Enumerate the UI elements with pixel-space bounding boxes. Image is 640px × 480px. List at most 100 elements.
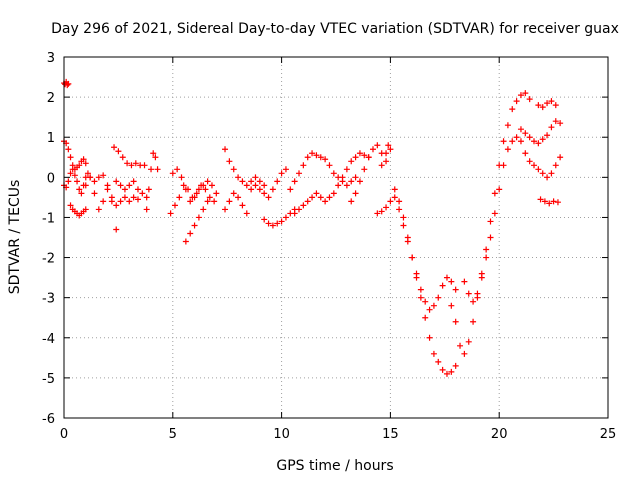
data-point xyxy=(206,194,213,201)
data-point xyxy=(461,278,468,285)
data-point xyxy=(145,186,152,193)
data-point xyxy=(300,162,307,169)
data-point xyxy=(174,166,181,173)
data-point xyxy=(352,154,359,161)
data-point xyxy=(69,166,76,173)
data-point xyxy=(76,162,83,169)
data-point xyxy=(119,154,126,161)
data-point xyxy=(417,294,424,301)
data-point xyxy=(439,366,446,373)
data-point xyxy=(296,206,303,213)
data-point xyxy=(111,144,118,151)
data-point xyxy=(409,254,416,261)
data-point xyxy=(474,290,481,297)
data-point xyxy=(483,254,490,261)
data-point xyxy=(348,178,355,185)
data-point xyxy=(400,222,407,229)
data-point xyxy=(348,198,355,205)
data-point xyxy=(243,210,250,217)
data-point xyxy=(87,174,94,181)
data-point xyxy=(148,166,155,173)
data-point xyxy=(544,100,551,107)
data-point xyxy=(546,200,553,207)
data-point xyxy=(248,178,255,185)
data-point xyxy=(143,206,150,213)
x-tick-label: 0 xyxy=(60,427,68,442)
data-point xyxy=(539,170,546,177)
data-point xyxy=(282,214,289,221)
data-point xyxy=(171,202,178,209)
data-point xyxy=(396,206,403,213)
data-point xyxy=(139,190,146,197)
data-point xyxy=(67,170,74,177)
data-point xyxy=(317,194,324,201)
data-point xyxy=(539,136,546,143)
y-tick-label: -6 xyxy=(42,412,55,427)
data-point xyxy=(487,234,494,241)
data-point xyxy=(67,202,74,209)
data-point xyxy=(531,162,538,169)
data-point xyxy=(526,96,533,103)
y-tick-label: -4 xyxy=(42,332,55,347)
data-point xyxy=(141,162,148,169)
data-point xyxy=(465,338,472,345)
data-point xyxy=(304,154,311,161)
x-tick-label: 15 xyxy=(382,427,399,442)
data-point xyxy=(313,190,320,197)
data-point xyxy=(435,294,442,301)
data-point xyxy=(378,162,385,169)
data-point xyxy=(535,166,542,173)
data-point xyxy=(65,146,72,153)
data-point xyxy=(265,194,272,201)
data-point xyxy=(387,146,394,153)
data-point xyxy=(522,130,529,137)
data-point xyxy=(121,194,128,201)
data-point xyxy=(287,186,294,193)
data-point xyxy=(317,154,324,161)
plot-frame xyxy=(63,56,609,419)
data-point xyxy=(282,166,289,173)
data-point xyxy=(126,198,133,205)
data-point xyxy=(548,124,555,131)
data-point xyxy=(509,138,516,145)
data-point xyxy=(121,186,128,193)
data-point xyxy=(517,126,524,133)
data-point xyxy=(470,318,477,325)
data-point xyxy=(309,150,316,157)
data-point xyxy=(391,186,398,193)
data-point xyxy=(356,178,363,185)
data-point xyxy=(517,138,524,145)
data-point xyxy=(100,198,107,205)
data-point xyxy=(452,362,459,369)
data-point xyxy=(426,306,433,313)
data-point xyxy=(548,98,555,105)
data-point xyxy=(239,202,246,209)
data-point xyxy=(180,182,187,189)
data-point xyxy=(113,202,120,209)
data-point xyxy=(108,198,115,205)
data-point xyxy=(143,194,150,201)
data-point xyxy=(517,92,524,99)
data-point xyxy=(150,150,157,157)
data-point xyxy=(417,286,424,293)
x-axis-label: GPS time / hours xyxy=(276,458,393,474)
data-point xyxy=(204,198,211,205)
data-point xyxy=(195,186,202,193)
data-point xyxy=(539,104,546,111)
data-point xyxy=(296,170,303,177)
data-point xyxy=(348,158,355,165)
data-point xyxy=(554,199,561,206)
data-point xyxy=(365,154,372,161)
data-point xyxy=(204,178,211,185)
data-point xyxy=(465,290,472,297)
data-point xyxy=(352,190,359,197)
data-point xyxy=(213,190,220,197)
data-point xyxy=(178,174,185,181)
data-point xyxy=(513,98,520,105)
y-tick-label: -5 xyxy=(42,372,55,387)
data-point xyxy=(167,210,174,217)
data-point xyxy=(74,178,81,185)
y-tick-label: 2 xyxy=(47,91,55,106)
data-point xyxy=(211,198,218,205)
